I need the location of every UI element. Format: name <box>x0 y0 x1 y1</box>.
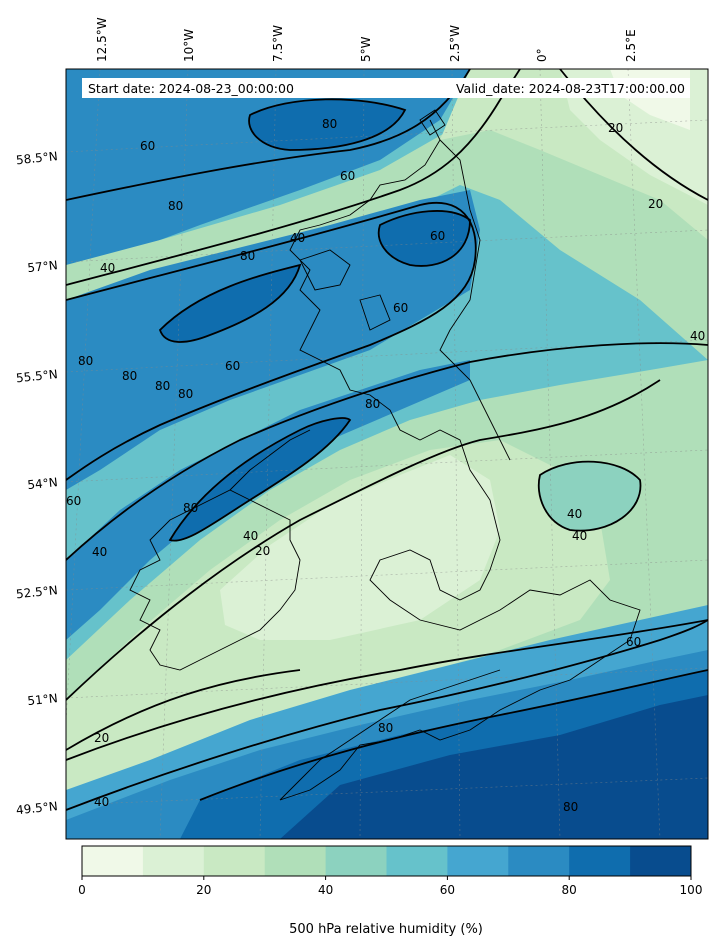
contour-label: 80 <box>563 800 578 814</box>
contour-label: 80 <box>378 721 393 735</box>
contour-label: 80 <box>78 354 93 368</box>
contour-label: 20 <box>608 121 623 135</box>
coastlines <box>129 109 641 801</box>
contour-label: 80 <box>322 117 337 131</box>
colorbar-segment <box>325 846 387 876</box>
contour-80-scot2 <box>377 210 471 267</box>
lon-tick: 7.5°W <box>271 25 285 62</box>
contour-label: 20 <box>255 544 270 558</box>
contour-label: 80 <box>183 501 198 515</box>
contour-40-blob <box>537 460 642 532</box>
lat-tick: 49.5°N <box>15 799 58 817</box>
contour-label: 80 <box>178 387 193 401</box>
lat-tick: 58.5°N <box>15 149 58 167</box>
contour-label: 60 <box>430 229 445 243</box>
colorbar-frame <box>81 845 692 877</box>
contour-label: 20 <box>94 731 109 745</box>
contour-label: 60 <box>626 635 641 649</box>
lon-tick: 10°W <box>182 29 196 62</box>
contour-60-south <box>66 619 708 761</box>
contour-label: 60 <box>225 359 240 373</box>
lon-tick: 2.5°W <box>448 25 462 62</box>
lat-tick: 51°N <box>27 691 59 708</box>
lat-tick: 54°N <box>27 475 59 492</box>
band-scotland-moist <box>66 190 480 490</box>
lat-tick: 52.5°N <box>15 583 58 601</box>
colorbar-segment <box>447 846 509 876</box>
contour-20-central <box>66 379 661 701</box>
contour-label: 20 <box>648 197 663 211</box>
lat-tick: 55.5°N <box>15 367 58 385</box>
colorbar-tick-label: 100 <box>680 883 703 897</box>
band-north-core <box>249 99 405 150</box>
colorbar-segment <box>82 846 144 876</box>
contour-20-south <box>66 669 301 751</box>
contour-label: 40 <box>243 529 258 543</box>
contour-label: 80 <box>365 397 380 411</box>
band-northsea-blob <box>538 461 641 531</box>
lon-tick: 5°W <box>359 36 373 62</box>
lon-tick: 2.5°E <box>624 29 638 62</box>
map-plot-area: 80 60 80 40 60 80 40 20 80 80 80 80 60 6… <box>66 69 708 839</box>
contour-40-irish <box>66 342 708 561</box>
band-irish-core <box>170 418 350 541</box>
contour-label: 60 <box>340 169 355 183</box>
latitude-ticks: 58.5°N 57°N 55.5°N 54°N 52.5°N 51°N 49.5… <box>15 149 58 817</box>
contour-lines <box>66 69 708 811</box>
header-background <box>82 78 690 98</box>
band-scotland-core <box>160 265 300 342</box>
band-scotland-core2 <box>378 210 470 266</box>
band-south-darkest <box>280 695 708 839</box>
colorbar-segment <box>630 846 692 876</box>
contour-label: 60 <box>140 139 155 153</box>
contour-80-scot <box>158 263 302 343</box>
contour-60-scot <box>66 201 477 481</box>
colorbar-segment <box>203 846 266 876</box>
contour-label: 80 <box>122 369 137 383</box>
colorbar-segment <box>142 846 205 876</box>
contour-label: 40 <box>100 261 115 275</box>
colorbar-tick-label: 60 <box>440 883 455 897</box>
contour-80-south <box>199 669 708 801</box>
contour-label: 40 <box>94 795 109 809</box>
colorbar-label: 500 hPa relative humidity (%) <box>289 922 483 937</box>
contour-label: 80 <box>240 249 255 263</box>
colorbar-segment <box>569 846 631 876</box>
contour-label: 80 <box>155 379 170 393</box>
contour-label: 60 <box>66 494 81 508</box>
contour-60-north <box>66 69 471 201</box>
contour-80-irish <box>168 417 352 542</box>
lon-tick: 0° <box>535 48 549 62</box>
lon-tick: 12.5°W <box>95 17 109 62</box>
colorbar-tick-label: 0 <box>78 883 86 897</box>
contour-label: 40 <box>572 529 587 543</box>
valid-date-label: Valid_date: 2024-08-23T17:00:00.00 <box>456 81 685 96</box>
colorbar-segment <box>386 846 448 876</box>
map-frame <box>65 68 709 840</box>
lat-tick: 57°N <box>27 258 59 275</box>
contour-label: 80 <box>168 199 183 213</box>
colorbar-ticks: 0 20 40 60 80 100 <box>78 876 702 897</box>
band-irish-moist <box>66 360 470 640</box>
contour-label-group: 80 60 80 40 60 80 40 20 80 80 80 80 60 6… <box>66 117 705 814</box>
colorbar-segment <box>264 846 327 876</box>
colorbar <box>81 845 692 877</box>
contour-40-south <box>66 619 708 811</box>
contour-label: 40 <box>567 507 582 521</box>
band-driest-central <box>220 455 500 640</box>
contour-label: 40 <box>690 329 705 343</box>
longitude-ticks: 12.5°W 10°W 7.5°W 5°W 2.5°W 0° 2.5°E <box>95 17 638 62</box>
colorbar-segment <box>508 846 570 876</box>
contour-label: 40 <box>290 231 305 245</box>
colorbar-tick-label: 40 <box>318 883 333 897</box>
start-date-label: Start date: 2024-08-23_00:00:00 <box>88 81 294 96</box>
contour-label: 40 <box>92 545 107 559</box>
contour-40-north <box>66 69 521 286</box>
contour-label: 60 <box>393 301 408 315</box>
colorbar-tick-label: 80 <box>562 883 577 897</box>
contour-80-north <box>248 98 407 151</box>
colorbar-tick-label: 20 <box>196 883 211 897</box>
